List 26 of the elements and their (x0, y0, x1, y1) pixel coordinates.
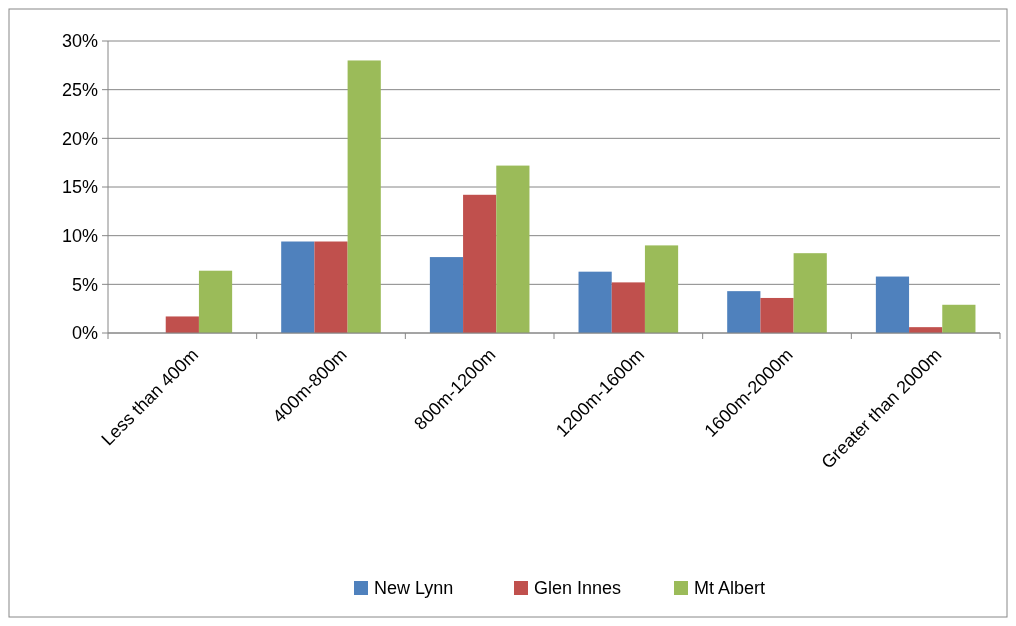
bar (496, 165, 530, 333)
bar (198, 270, 233, 333)
y-tick-label: 20% (61, 128, 98, 149)
legend-label: Glen Innes (534, 578, 622, 599)
bar (760, 297, 794, 333)
bar (314, 241, 348, 333)
bar (644, 245, 679, 333)
bar (347, 60, 381, 333)
bar (165, 316, 199, 333)
bar (429, 257, 464, 333)
bar (793, 253, 827, 333)
y-tick-label: 10% (61, 225, 98, 246)
y-tick-label: 5% (71, 274, 98, 295)
bar (875, 276, 910, 333)
y-tick-label: 25% (61, 79, 98, 100)
bar (281, 241, 315, 333)
y-tick-label: 30% (61, 31, 98, 52)
legend-label: Mt Albert (694, 578, 766, 599)
bar (463, 194, 497, 333)
y-tick-label: 0% (71, 323, 98, 344)
bar (942, 304, 976, 333)
bar (578, 271, 612, 333)
bar (611, 282, 645, 333)
legend-label: New Lynn (374, 578, 454, 599)
y-tick-label: 15% (61, 177, 98, 198)
bar (727, 291, 761, 333)
